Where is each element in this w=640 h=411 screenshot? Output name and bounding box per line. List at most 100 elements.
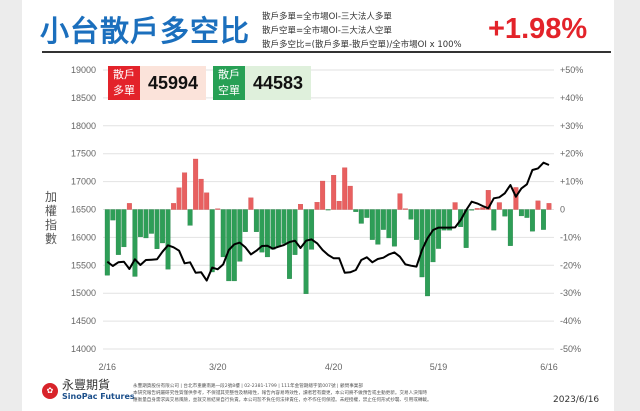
bar-negative xyxy=(386,209,392,239)
right-tick-label: +10% xyxy=(560,177,583,187)
bar-negative xyxy=(541,209,546,230)
bar-negative xyxy=(303,209,309,294)
left-tick-label: 16500 xyxy=(71,205,96,215)
bar-negative xyxy=(414,209,419,240)
bar-positive xyxy=(198,178,204,210)
left-tick-label: 17000 xyxy=(71,177,96,187)
bar-positive xyxy=(452,202,458,210)
legend-long: 散戶多單 45994 xyxy=(108,66,207,100)
right-tick-label: +20% xyxy=(560,149,583,159)
logo-zh: 永豐期貨 xyxy=(62,378,111,392)
legend-short-label: 散戶空單 xyxy=(213,66,245,100)
bar-negative xyxy=(187,209,193,226)
bar-positive xyxy=(402,208,408,210)
right-tick-label: -40% xyxy=(560,316,581,326)
disclaimer: 永豐期貨股份有限公司 | 台北市重慶南路一段2號8樓 | 02-2381-179… xyxy=(133,383,432,404)
bar-negative xyxy=(469,209,475,211)
bar-negative xyxy=(441,209,447,231)
left-tick-label: 15000 xyxy=(71,288,96,298)
bar-negative xyxy=(287,209,292,279)
bar-negative xyxy=(364,209,370,218)
bar-negative xyxy=(447,209,453,231)
bar-negative xyxy=(242,209,248,232)
bar-negative xyxy=(264,209,270,258)
bar-negative xyxy=(463,209,469,248)
bar-negative xyxy=(425,209,430,297)
bar-positive xyxy=(347,185,353,210)
bar-negative xyxy=(253,209,259,232)
left-tick-label: 14500 xyxy=(71,316,96,326)
bar-positive xyxy=(176,187,182,210)
bar-positive xyxy=(342,167,348,210)
bar-positive xyxy=(513,187,519,210)
bar-negative xyxy=(259,209,265,253)
bar-negative xyxy=(507,209,513,246)
bar-negative xyxy=(281,209,287,244)
logo-en: SinoPac Futures xyxy=(62,392,135,401)
bar-negative xyxy=(419,209,425,278)
right-tick-label: -50% xyxy=(560,344,581,354)
bar-positive xyxy=(496,202,502,210)
bar-negative xyxy=(369,209,375,240)
x-tick-label: 4/20 xyxy=(325,362,343,372)
left-tick-label: 16000 xyxy=(71,232,96,242)
right-tick-label: -30% xyxy=(560,288,581,298)
bar-negative xyxy=(518,209,524,217)
bar-negative xyxy=(391,209,397,247)
bar-positive xyxy=(320,180,326,210)
sinopac-logo-icon: ✿ xyxy=(42,383,58,399)
x-tick-label: 5/19 xyxy=(430,362,448,372)
bar-negative xyxy=(430,209,436,263)
left-tick-label: 14000 xyxy=(71,344,96,354)
bar-negative xyxy=(408,209,414,220)
right-tick-label: -20% xyxy=(560,260,581,270)
bar-negative xyxy=(226,209,232,282)
bar-negative xyxy=(132,209,138,277)
definitions: 散戶多單=全市場OI-三大法人多單 散戶空單=全市場OI-三大法人空單 散戶多空… xyxy=(262,10,462,52)
legend-long-value: 45994 xyxy=(140,66,207,100)
bar-negative xyxy=(110,209,116,221)
y-axis-label: 加權指數 xyxy=(44,190,57,246)
bar-negative xyxy=(276,209,281,248)
bar-positive xyxy=(298,204,303,210)
bar-positive xyxy=(314,202,320,210)
legend-short: 散戶空單 44583 xyxy=(213,66,312,100)
ratio-value: +1.98% xyxy=(488,13,588,45)
header-divider xyxy=(42,51,611,53)
bar-negative xyxy=(325,209,331,211)
bar-negative xyxy=(502,209,508,217)
left-tick-label: 15500 xyxy=(71,260,96,270)
bar-positive xyxy=(546,203,552,210)
bar-negative xyxy=(121,209,127,248)
right-tick-label: -10% xyxy=(560,232,581,242)
disclaimer-line: 本研究報告純屬研究性質僅供參考，不保證其完整性及精確性，報告內容易時效性，讀者若… xyxy=(133,391,428,396)
bar-negative xyxy=(115,209,121,255)
bar-positive xyxy=(215,208,221,210)
bar-negative xyxy=(524,209,530,218)
bar-positive xyxy=(480,207,486,210)
bar-positive xyxy=(535,200,541,210)
bar-positive xyxy=(474,208,480,210)
bar-negative xyxy=(292,209,298,255)
right-tick-label: +30% xyxy=(560,121,583,131)
right-tick-label: 0 xyxy=(560,205,565,215)
bar-positive xyxy=(171,203,177,210)
bar-negative xyxy=(375,209,381,245)
disclaimer-line: 永豐期貨股份有限公司 | 台北市重慶南路一段2號8樓 | 02-2381-179… xyxy=(133,384,363,389)
bar-negative xyxy=(309,209,315,250)
x-tick-label: 3/20 xyxy=(209,362,227,372)
bar-positive xyxy=(182,172,188,210)
report-date: 2023/6/16 xyxy=(553,395,600,405)
bar-positive xyxy=(248,197,254,210)
bar-negative xyxy=(380,209,386,230)
left-tick-label: 17500 xyxy=(71,149,96,159)
bar-positive xyxy=(126,203,132,210)
x-tick-label: 2/16 xyxy=(99,362,117,372)
bar-positive xyxy=(485,190,491,210)
bar-negative xyxy=(529,209,535,232)
bar-negative xyxy=(358,209,364,224)
logo: ✿ 永豐期貨 SinoPac Futures xyxy=(42,378,135,402)
left-tick-label: 18500 xyxy=(71,93,96,103)
bar-positive xyxy=(397,193,403,210)
